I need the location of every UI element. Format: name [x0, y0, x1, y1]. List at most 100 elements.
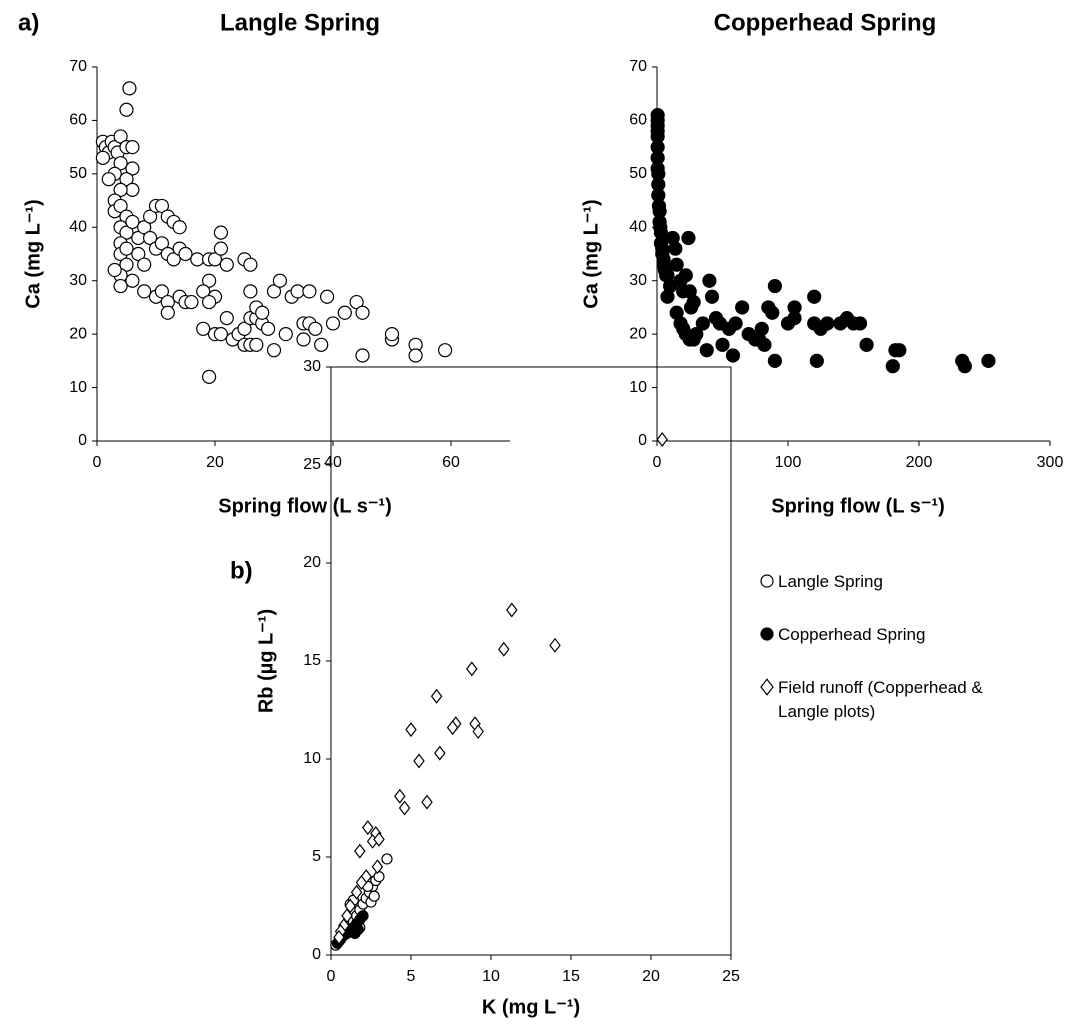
data-point — [119, 172, 134, 187]
x-tick-label: 40 — [324, 454, 342, 471]
legend-marker — [760, 678, 774, 696]
data-point — [957, 359, 972, 374]
data-point — [809, 353, 824, 368]
data-point — [196, 321, 211, 336]
data-point — [119, 241, 134, 256]
data-point — [243, 284, 258, 299]
data-point — [885, 359, 900, 374]
y-tick-label: 10 — [69, 379, 87, 396]
x-tick-label: 15 — [562, 968, 580, 985]
y-tick-label: 20 — [303, 554, 321, 571]
data-point — [160, 305, 175, 320]
y-tick-label: 40 — [69, 219, 87, 236]
x-tick-label: 20 — [206, 454, 224, 471]
x-tick-label: 0 — [93, 454, 102, 471]
data-point — [137, 284, 152, 299]
data-point — [405, 722, 417, 738]
y-tick-label: 0 — [78, 432, 87, 449]
data-point — [320, 289, 335, 304]
y-tick-label: 50 — [629, 165, 647, 182]
y-tick-label: 30 — [69, 272, 87, 289]
data-point — [381, 853, 393, 865]
data-point — [302, 284, 317, 299]
data-point — [325, 316, 341, 331]
data-point — [213, 225, 228, 240]
data-point — [314, 337, 329, 352]
data-point — [352, 923, 364, 936]
data-point — [178, 246, 193, 262]
x-tick-label: 10 — [482, 968, 500, 985]
y-tick-label: 0 — [312, 946, 321, 963]
data-point — [249, 337, 264, 352]
y-tick-label: 70 — [629, 58, 647, 75]
data-point — [219, 311, 234, 326]
data-point — [213, 241, 228, 256]
x-axis-label: K (mg L⁻¹) — [482, 996, 580, 1018]
legend-symbol — [760, 627, 774, 641]
data-point — [143, 230, 158, 246]
legend-item: Langle Spring — [758, 570, 1018, 594]
data-point — [172, 220, 187, 235]
data-point — [767, 353, 783, 368]
data-point — [373, 831, 385, 847]
data-point — [686, 294, 701, 310]
data-point — [308, 321, 323, 336]
data-point — [699, 343, 714, 358]
data-point — [125, 273, 140, 288]
data-point — [506, 602, 518, 618]
data-point — [394, 788, 406, 804]
data-point — [350, 884, 363, 900]
data-point — [107, 262, 122, 278]
data-point — [101, 172, 116, 187]
data-point — [787, 311, 802, 326]
x-tick-label: 0 — [327, 968, 336, 985]
data-point — [669, 257, 684, 272]
data-point — [190, 252, 205, 267]
data-point — [184, 294, 199, 310]
data-point — [261, 321, 276, 336]
legend-label: Copperhead Spring — [778, 625, 926, 644]
y-tick-label: 60 — [69, 112, 87, 129]
y-axis-label: Ca (mg L⁻¹) — [22, 199, 44, 308]
x-tick-label: 0 — [653, 454, 662, 471]
data-point — [981, 353, 996, 368]
x-tick-label: 300 — [1037, 454, 1064, 471]
y-tick-label: 5 — [312, 848, 321, 865]
data-point — [266, 343, 282, 358]
x-tick-label: 200 — [906, 454, 933, 471]
data-point — [859, 337, 874, 352]
y-tick-label: 30 — [303, 358, 321, 375]
data-point — [704, 289, 720, 304]
data-point — [820, 316, 835, 331]
legend-label: Field runoff (Copperhead & Langle plots) — [778, 678, 983, 721]
legend-symbol — [760, 678, 774, 696]
data-point — [354, 843, 366, 859]
data-point — [695, 316, 710, 331]
data-point — [290, 284, 305, 299]
y-tick-label: 60 — [629, 112, 647, 129]
data-point — [113, 129, 128, 144]
data-point — [349, 294, 364, 310]
data-point — [272, 273, 287, 288]
data-point — [125, 182, 140, 197]
y-tick-label: 30 — [629, 272, 647, 289]
data-point — [113, 198, 128, 214]
data-point — [278, 327, 293, 342]
y-tick-label: 0 — [638, 432, 647, 449]
data-point — [166, 252, 181, 267]
data-point — [466, 661, 478, 677]
y-tick-label: 70 — [69, 58, 87, 75]
x-tick-label: 5 — [407, 968, 416, 985]
data-point — [266, 284, 282, 299]
data-point — [384, 327, 400, 342]
data-point — [219, 257, 234, 272]
data-point — [131, 246, 146, 262]
data-point — [446, 720, 459, 736]
data-point — [656, 432, 668, 448]
data-point — [362, 820, 374, 836]
data-point — [413, 753, 425, 769]
y-tick-label: 15 — [303, 652, 321, 669]
data-point — [408, 348, 423, 363]
